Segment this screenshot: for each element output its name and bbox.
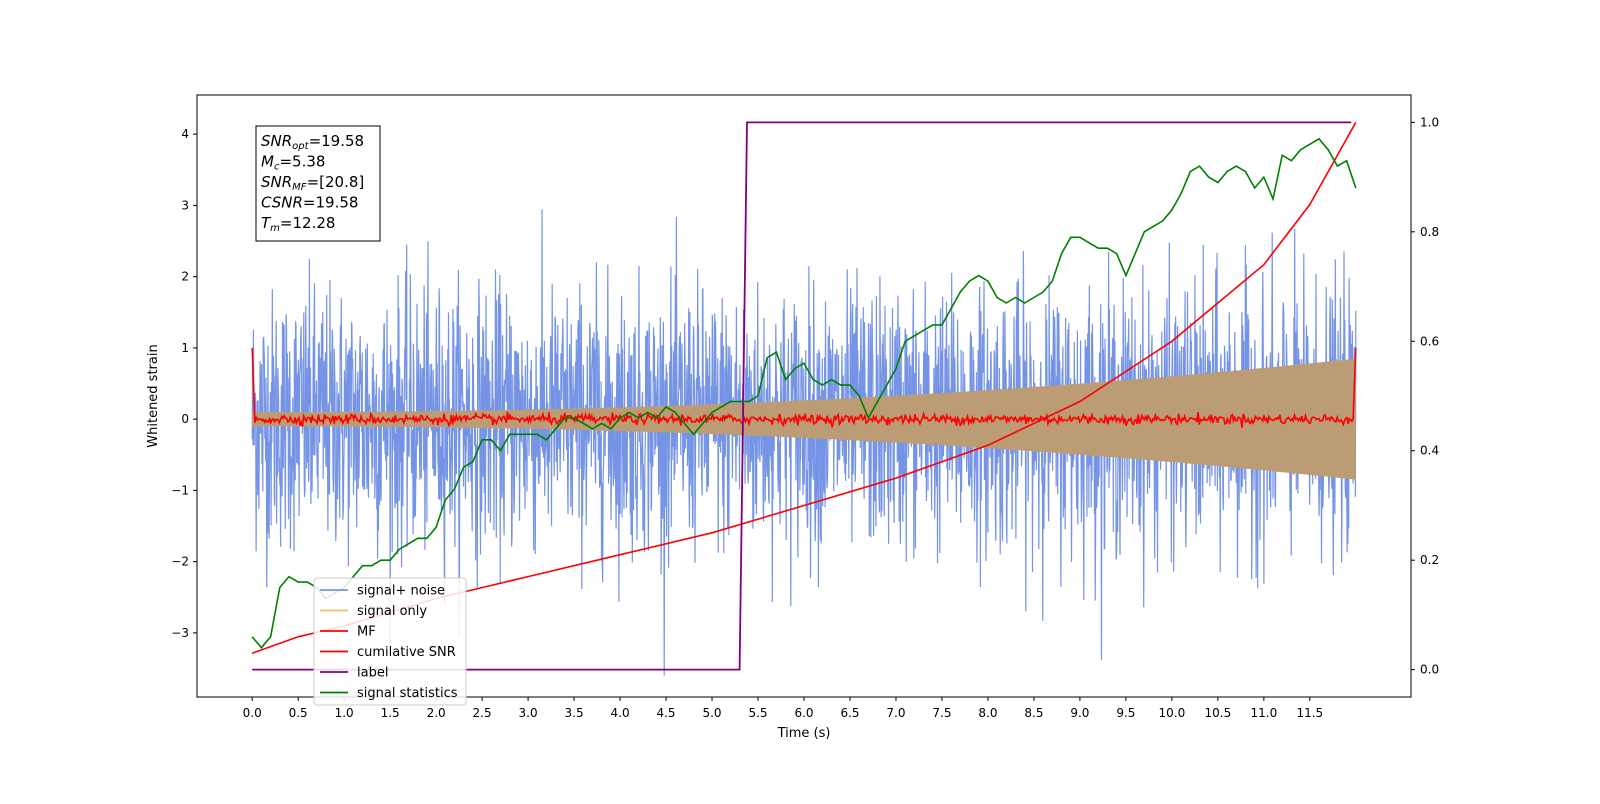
x-tick-label: 8.5 bbox=[1024, 706, 1043, 720]
series-label bbox=[252, 121, 1352, 671]
annotation-line: SNRMF=[20.8] bbox=[261, 173, 364, 193]
x-tick-label: 5.5 bbox=[748, 706, 767, 720]
legend-entry: label bbox=[357, 666, 388, 681]
y-axis-label-left: Whitened strain bbox=[146, 344, 161, 447]
y-left-tick-label: 1 bbox=[181, 341, 189, 355]
x-tick-label: 3.0 bbox=[519, 706, 538, 720]
y-left-tick-label: 4 bbox=[181, 127, 189, 141]
annotation-line: CSNR=19.58 bbox=[261, 194, 358, 212]
annotation-frame bbox=[255, 125, 381, 242]
x-tick-label: 4.0 bbox=[611, 706, 630, 720]
annotation-box: SNRopt=19.58Mc=5.38SNRMF=[20.8]CSNR=19.5… bbox=[255, 125, 381, 242]
x-tick-label: 6.0 bbox=[794, 706, 813, 720]
y-left-tick-label: −3 bbox=[171, 626, 189, 640]
x-tick-label: 2.0 bbox=[427, 706, 446, 720]
x-tick-label: 1.0 bbox=[335, 706, 354, 720]
x-tick-label: 9.0 bbox=[1070, 706, 1089, 720]
y-right-tick-label: 0.0 bbox=[1420, 663, 1439, 677]
x-tick-label: 7.0 bbox=[886, 706, 905, 720]
annotation-line: Mc=5.38 bbox=[261, 153, 325, 173]
x-tick-label: 9.5 bbox=[1116, 706, 1135, 720]
x-tick-label: 8.0 bbox=[978, 706, 997, 720]
annotation-line: SNRopt=19.58 bbox=[261, 132, 364, 152]
series-mf bbox=[251, 347, 1357, 428]
ticks: 0.0 0.5 1.0 1.5 2.0 2.5 3.0 3.5 4.0 4.5 5.0 5.5 6.0 6… bbox=[171, 115, 1439, 720]
y-left-tick-label: −1 bbox=[171, 483, 189, 497]
x-tick-label: 4.5 bbox=[656, 706, 675, 720]
y-left-tick-label: 3 bbox=[181, 198, 189, 212]
annotation-line: Tm=12.28 bbox=[261, 214, 335, 234]
legend-entry: cumilative SNR bbox=[357, 645, 456, 660]
y-left-tick-label: 0 bbox=[181, 412, 189, 426]
x-tick-label: 3.5 bbox=[565, 706, 584, 720]
y-right-tick-label: 0.4 bbox=[1420, 444, 1439, 458]
y-right-tick-label: 0.2 bbox=[1420, 553, 1439, 567]
y-right-tick-label: 0.8 bbox=[1420, 225, 1439, 239]
x-tick-label: 10.0 bbox=[1159, 706, 1186, 720]
x-tick-label: 1.5 bbox=[381, 706, 400, 720]
x-tick-label: 6.5 bbox=[840, 706, 859, 720]
y-right-tick-label: 0.6 bbox=[1420, 334, 1439, 348]
legend: signal+ noise signal only MF cumilative SNR… bbox=[313, 577, 467, 706]
y-left-tick-label: −2 bbox=[171, 555, 189, 569]
x-tick-label: 10.5 bbox=[1205, 706, 1232, 720]
x-tick-label: 0.0 bbox=[243, 706, 262, 720]
series-signal-statistics bbox=[251, 137, 1357, 649]
x-axis-label: Time (s) bbox=[777, 726, 831, 741]
legend-entry: signal only bbox=[357, 604, 427, 619]
x-tick-label: 11.5 bbox=[1296, 706, 1323, 720]
legend-entry: signal+ noise bbox=[357, 584, 445, 599]
y-right-tick-label: 1.0 bbox=[1420, 115, 1439, 129]
y-left-tick-label: 2 bbox=[181, 270, 189, 284]
x-tick-label: 11.0 bbox=[1250, 706, 1277, 720]
legend-frame bbox=[313, 577, 467, 706]
x-tick-label: 5.0 bbox=[702, 706, 721, 720]
legend-entry: signal statistics bbox=[357, 686, 458, 701]
x-tick-label: 2.5 bbox=[473, 706, 492, 720]
x-tick-label: 0.5 bbox=[289, 706, 308, 720]
legend-entry: MF bbox=[357, 625, 376, 640]
x-tick-label: 7.5 bbox=[932, 706, 951, 720]
